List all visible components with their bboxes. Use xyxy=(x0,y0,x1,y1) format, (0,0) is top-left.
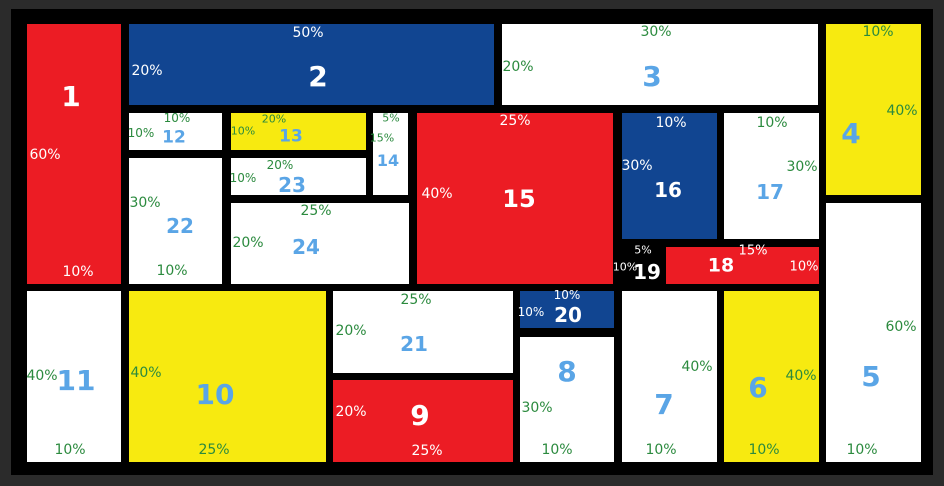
cell-18 xyxy=(666,247,819,284)
cell-percentage-label: 10% xyxy=(163,111,191,125)
cell-17 xyxy=(724,113,819,239)
cell-percentage-label: 10% xyxy=(156,263,188,279)
cell-13 xyxy=(231,113,366,150)
cell-percentage-label: 30% xyxy=(129,195,161,211)
cell-number: 12 xyxy=(162,127,186,148)
cell-20 xyxy=(520,291,614,328)
cell-number: 16 xyxy=(654,178,682,202)
cell-number: 4 xyxy=(841,117,861,150)
cell-23 xyxy=(231,158,366,195)
cell-15 xyxy=(417,113,613,284)
cell-percentage-label: 20% xyxy=(232,235,264,251)
cell-number: 20 xyxy=(554,303,582,327)
cell-percentage-label: 40% xyxy=(681,359,713,375)
cell-percentage-label: 10% xyxy=(748,442,780,458)
cell-number: 1 xyxy=(61,80,81,113)
cell-number: 7 xyxy=(654,388,674,421)
cell-percentage-label: 20% xyxy=(266,158,294,172)
cell-number: 9 xyxy=(410,399,430,432)
cell-percentage-label: 10% xyxy=(54,442,86,458)
cell-21 xyxy=(333,291,513,373)
cell-percentage-label: 10% xyxy=(846,442,878,458)
cell-number: 21 xyxy=(400,332,428,356)
cell-percentage-label: 40% xyxy=(26,368,58,384)
cell-number: 22 xyxy=(166,214,194,238)
cell-number: 3 xyxy=(642,60,662,93)
cell-percentage-label: 15% xyxy=(738,243,768,259)
cell-percentage-label: 25% xyxy=(198,442,230,458)
cell-percentage-label: 10% xyxy=(756,115,788,131)
cell-percentage-label: 10% xyxy=(517,305,545,319)
cell-number: 6 xyxy=(748,371,768,404)
cell-number: 2 xyxy=(308,60,328,93)
cell-7 xyxy=(622,291,717,462)
cell-percentage-label: 40% xyxy=(886,103,918,119)
cell-percentage-label: 40% xyxy=(421,186,453,202)
cell-1 xyxy=(27,24,121,284)
cell-percentage-label: 25% xyxy=(499,113,531,129)
cell-5 xyxy=(826,203,921,462)
cell-number: 5 xyxy=(861,360,881,393)
cell-percentage-label: 30% xyxy=(640,24,672,40)
cell-number: 10 xyxy=(195,378,235,411)
cell-percentage-label: 50% xyxy=(292,25,324,41)
cell-percentage-label: 10% xyxy=(127,126,155,140)
cell-percentage-label: 5% xyxy=(382,111,400,125)
cell-16 xyxy=(622,113,717,239)
cell-number: 23 xyxy=(278,173,306,197)
cell-number: 8 xyxy=(557,355,577,388)
cell-percentage-label: 20% xyxy=(335,404,367,420)
cell-number: 15 xyxy=(502,185,536,213)
cell-number: 13 xyxy=(279,126,303,147)
cell-percentage-label: 15% xyxy=(369,131,395,145)
cell-percentage-label: 10% xyxy=(612,260,638,274)
cell-24 xyxy=(231,203,409,284)
cell-percentage-label: 10% xyxy=(655,115,687,131)
cell-2 xyxy=(129,24,494,105)
cell-percentage-label: 40% xyxy=(785,368,817,384)
cell-percentage-label: 20% xyxy=(131,63,163,79)
cell-14 xyxy=(373,113,408,195)
cell-percentage-label: 10% xyxy=(789,259,819,275)
cell-percentage-label: 40% xyxy=(130,365,162,381)
cell-percentage-label: 25% xyxy=(300,203,332,219)
cell-number: 11 xyxy=(56,364,96,397)
cell-number: 14 xyxy=(376,151,400,170)
cell-percentage-label: 25% xyxy=(411,443,443,459)
cell-percentage-label: 60% xyxy=(29,147,61,163)
cell-percentage-label: 10% xyxy=(862,24,894,40)
cell-percentage-label: 25% xyxy=(400,292,432,308)
cell-22 xyxy=(129,158,222,284)
cell-percentage-label: 5% xyxy=(634,243,652,257)
cell-percentage-label: 10% xyxy=(230,124,256,138)
cell-percentage-label: 20% xyxy=(502,59,534,75)
cell-percentage-label: 10% xyxy=(229,171,257,185)
cell-3 xyxy=(502,24,818,105)
cell-11 xyxy=(27,291,121,462)
cell-percentage-label: 30% xyxy=(786,159,818,175)
cell-percentage-label: 20% xyxy=(261,112,287,126)
cell-percentage-label: 30% xyxy=(621,158,653,174)
cell-percentage-label: 10% xyxy=(62,264,94,280)
cell-19 xyxy=(622,247,658,284)
cell-8 xyxy=(520,337,614,462)
cell-number: 17 xyxy=(756,180,784,204)
cell-number: 18 xyxy=(707,254,735,277)
cell-12 xyxy=(129,113,222,150)
cell-percentage-label: 30% xyxy=(521,400,553,416)
cell-percentage-label: 10% xyxy=(645,442,677,458)
cell-percentage-label: 20% xyxy=(335,323,367,339)
cell-4 xyxy=(826,24,921,195)
cell-6 xyxy=(724,291,819,462)
cell-percentage-label: 10% xyxy=(541,442,573,458)
cell-10 xyxy=(129,291,326,462)
cell-9 xyxy=(333,380,513,462)
cell-number: 24 xyxy=(292,235,320,259)
cell-number: 19 xyxy=(633,260,661,284)
cell-percentage-label: 10% xyxy=(553,288,581,302)
cell-percentage-label: 60% xyxy=(885,319,917,335)
